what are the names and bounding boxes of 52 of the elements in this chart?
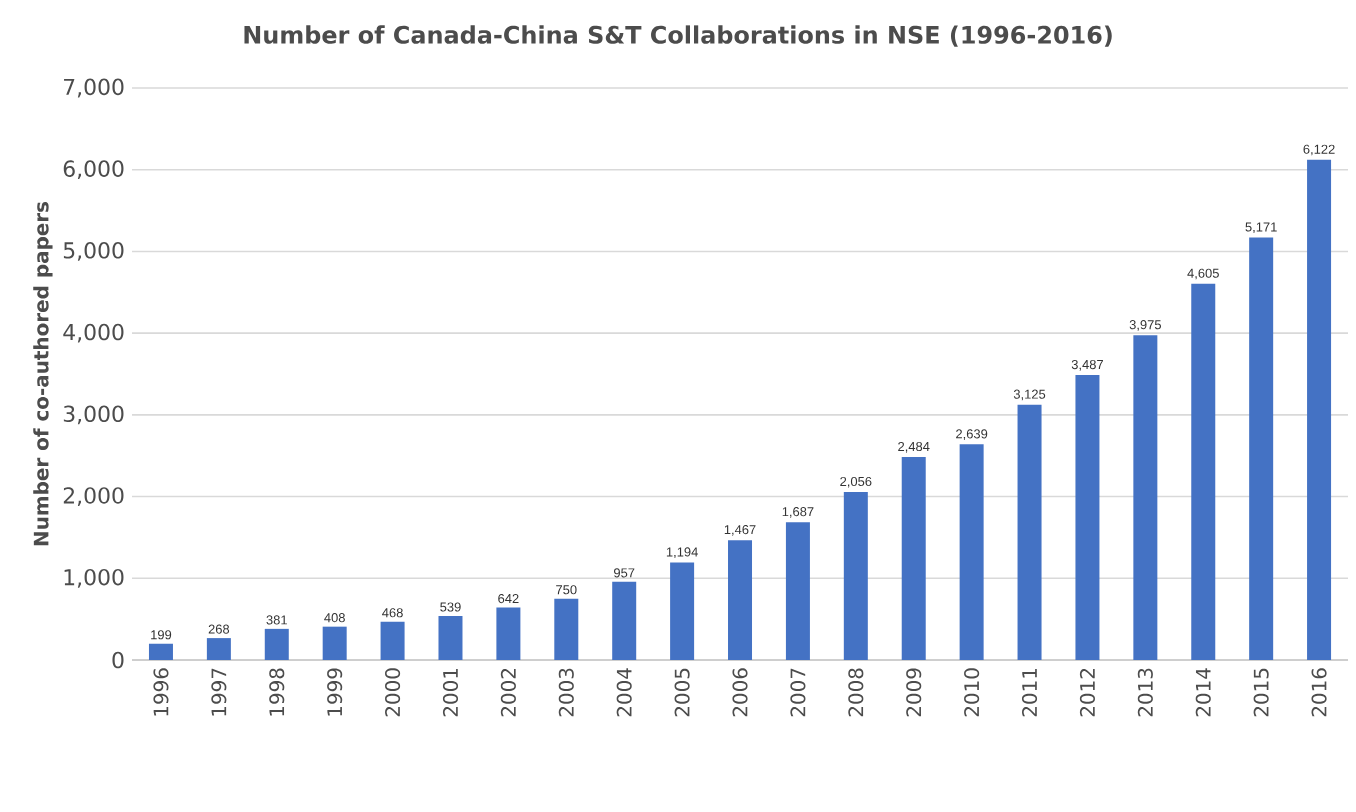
bar [728,540,753,660]
bar [496,607,521,660]
y-tick-label: 4,000 [63,323,124,343]
x-tick-label: 1998 [269,668,285,716]
y-tick-label: 7,000 [64,78,124,98]
bar [1249,237,1274,660]
bar [1017,404,1042,660]
bar [1191,283,1216,660]
x-tick-label: 2009 [906,668,922,717]
bar [670,562,695,660]
x-tick-label: 2015 [1253,668,1269,717]
y-axis-title: Number of co-authored papers [33,201,53,546]
bar [901,457,926,660]
bar [380,621,405,660]
bar [438,615,463,660]
chart-title: Number of Canada-China S&T Collaborations in NSE (1996-2016) [244,25,1112,47]
x-tick-label: 2001 [442,668,459,717]
x-tick-label: 2008 [848,668,864,717]
bar [612,581,637,660]
x-tick-label: 2007 [790,668,806,717]
x-tick-label: 2003 [558,668,574,717]
x-tick-label: 2012 [1079,669,1095,717]
x-tick-label: 2000 [385,668,401,717]
bar [843,492,868,660]
x-tick-label: 2011 [1021,668,1038,717]
bar [785,522,810,660]
x-tick-label: 2006 [732,668,748,717]
bar [206,638,231,660]
x-tick-label: 2016 [1311,668,1327,717]
bar [322,626,347,660]
y-tick-label: 6,000 [63,160,124,180]
x-tick-label: 2010 [964,668,980,717]
y-tick-label: 0 [112,651,124,669]
y-tick-label: 3,000 [63,405,124,425]
bar [148,643,173,660]
bar [1133,335,1158,660]
x-tick-label: 2002 [500,669,516,717]
x-tick-label: 2005 [674,668,690,717]
bar [1075,375,1100,660]
bar [959,444,984,660]
x-tick-label: 1997 [211,668,227,716]
y-tick-label: 1,000 [64,568,124,588]
y-tick-label: 5,000 [63,242,124,261]
bar [1307,159,1332,660]
x-tick-label: 1999 [327,668,343,716]
y-tick-label: 2,000 [63,487,124,506]
x-tick-label: 2004 [616,668,632,717]
x-tick-label: 1996 [153,668,169,716]
x-tick-label: 2013 [1137,668,1153,717]
bar [554,598,579,660]
bar [264,628,289,660]
x-tick-label: 2014 [1195,668,1211,717]
